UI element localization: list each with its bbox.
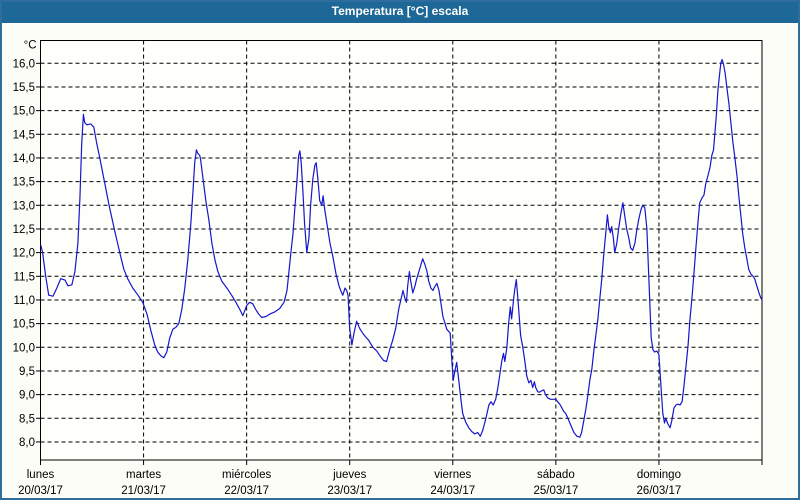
day-name-label: miércoles (222, 469, 271, 481)
day-date-label: 22/03/17 (224, 485, 269, 497)
y-tick-label: 8,0 (19, 437, 35, 449)
y-tick-label: 13,5 (13, 177, 35, 189)
day-date-label: 24/03/17 (430, 485, 475, 497)
day-date-label: 20/03/17 (18, 485, 63, 497)
y-tick-label: 13,0 (13, 200, 35, 212)
y-tick-label: 15,0 (13, 106, 35, 118)
day-name-label: sábado (537, 469, 575, 481)
y-tick-label: 11,0 (13, 295, 35, 307)
day-date-label: 23/03/17 (327, 485, 372, 497)
y-tick-label: 12,5 (13, 224, 35, 236)
day-name-label: domingo (637, 469, 681, 481)
y-tick-label: 11,5 (13, 271, 35, 283)
y-tick-label: 9,5 (19, 366, 35, 378)
y-tick-label: 15,5 (13, 82, 35, 94)
y-tick-label: 9,0 (19, 390, 35, 402)
day-name-label: viernes (434, 469, 471, 481)
y-tick-label: 12,0 (13, 248, 35, 260)
plot-border (40, 40, 763, 461)
day-name-label: martes (126, 469, 161, 481)
y-tick-label: 10,0 (13, 342, 35, 354)
day-name-label: jueves (332, 469, 366, 481)
y-axis-unit-label: °C (24, 40, 37, 52)
temperature-line (40, 58, 763, 438)
day-date-label: 26/03/17 (637, 485, 682, 497)
day-date-label: 25/03/17 (533, 485, 578, 497)
day-name-label: lunes (27, 469, 55, 481)
y-tick-label: 14,0 (13, 153, 35, 165)
y-tick-label: 8,5 (19, 413, 35, 425)
day-date-label: 21/03/17 (121, 485, 166, 497)
y-tick-label: 10,5 (13, 319, 35, 331)
title-bar: Temperatura [°C] escala (0, 0, 800, 23)
y-tick-label: 14,5 (13, 129, 35, 141)
y-tick-label: 16,0 (13, 58, 35, 70)
chart-title: Temperatura [°C] escala (331, 4, 469, 18)
